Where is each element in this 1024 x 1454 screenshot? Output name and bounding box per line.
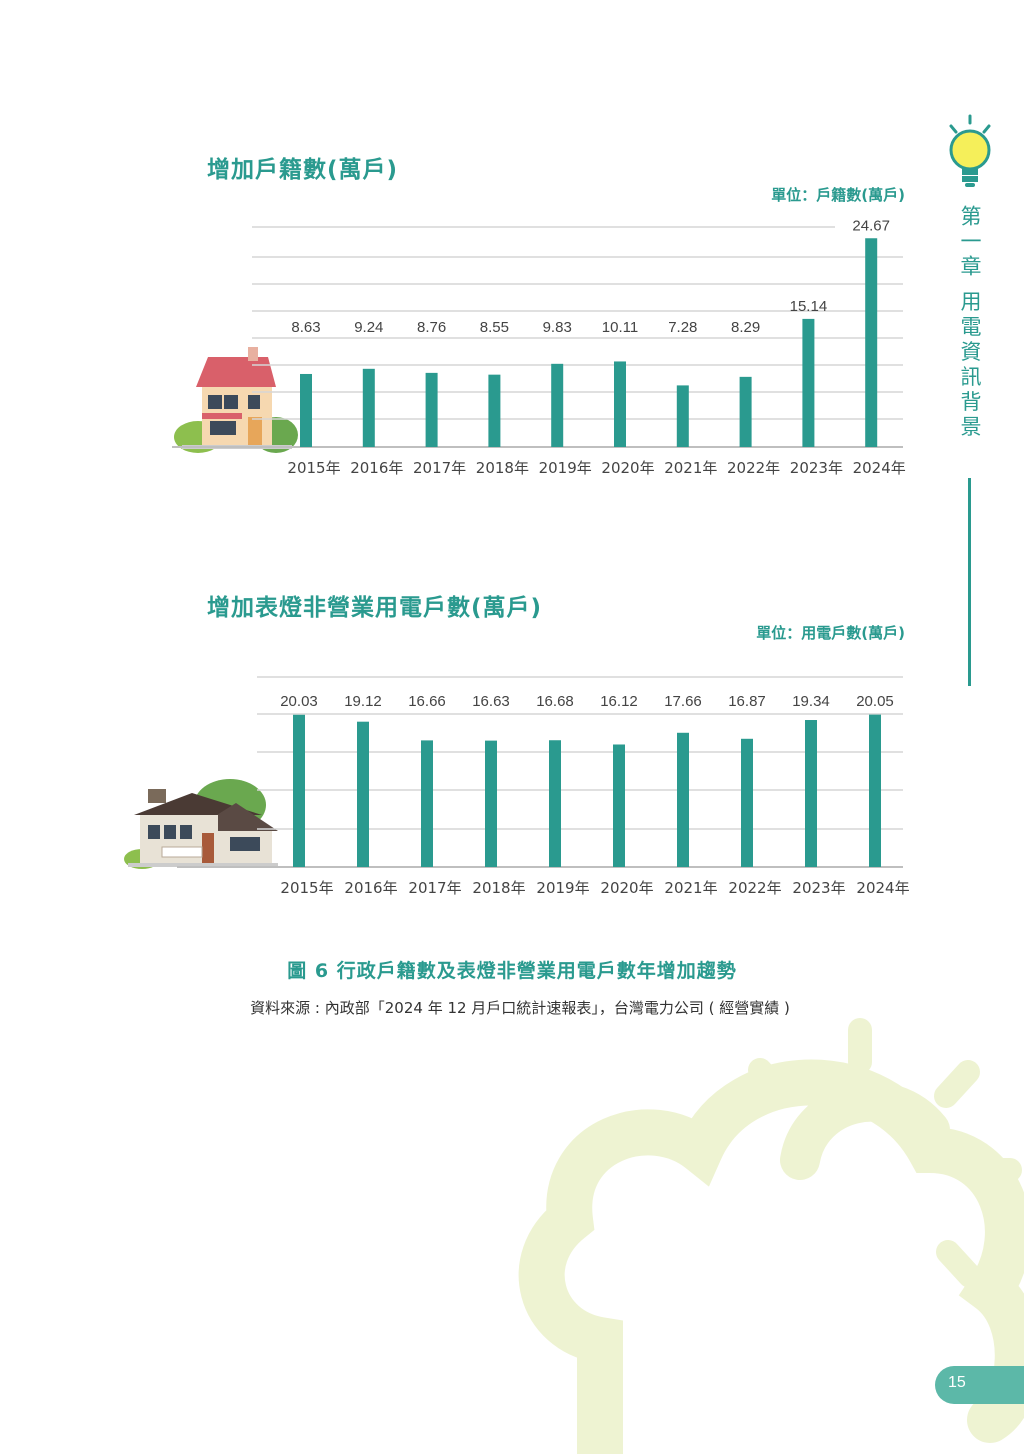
data-label: 19.34 xyxy=(792,693,830,710)
chart-1-unit: 單位：戶籍數(萬戶) xyxy=(771,186,905,204)
data-label: 20.05 xyxy=(856,693,894,710)
x-tick-label: 2016年 xyxy=(344,879,397,897)
bar xyxy=(676,385,689,447)
bar xyxy=(739,376,752,447)
cloud-outline xyxy=(518,1059,1024,1454)
bar xyxy=(677,732,689,867)
page-number-tab xyxy=(935,1366,1024,1404)
chart-1-title: 增加戶籍數(萬戶) xyxy=(207,157,399,183)
x-tick-label: 2024年 xyxy=(853,459,906,477)
bar xyxy=(549,740,561,867)
x-tick-label: 2017年 xyxy=(408,879,461,897)
chapter-label: 第一章 用電資訊背景 xyxy=(958,205,982,441)
bar xyxy=(613,744,625,867)
x-tick-label: 2024年 xyxy=(856,879,909,897)
sun-arc xyxy=(780,1081,950,1180)
x-tick-label: 2018年 xyxy=(476,459,529,477)
data-label: 16.66 xyxy=(408,693,446,710)
bar xyxy=(421,740,433,867)
sun-ray xyxy=(934,1060,980,1108)
bar xyxy=(425,372,438,447)
x-tick-label: 2023年 xyxy=(792,879,845,897)
data-label: 9.24 xyxy=(354,319,383,336)
x-tick-label: 2017年 xyxy=(413,459,466,477)
house-2-illustration xyxy=(124,779,278,869)
chart-2-unit: 單位：用電戶數(萬戶) xyxy=(756,624,905,642)
sun-ray xyxy=(936,1240,982,1288)
data-label: 15.14 xyxy=(790,298,828,315)
data-label: 9.83 xyxy=(543,319,572,336)
bar xyxy=(802,318,815,447)
bar xyxy=(741,738,753,867)
x-tick-label: 2022年 xyxy=(727,459,780,477)
x-tick-label: 2015年 xyxy=(287,459,340,477)
data-label: 16.87 xyxy=(728,693,766,710)
data-label: 7.28 xyxy=(668,319,697,336)
bar xyxy=(551,363,564,447)
bar xyxy=(362,368,375,447)
x-tick-label: 2018年 xyxy=(472,879,525,897)
figure-caption: 圖 6 行政戶籍數及表燈非營業用電戶數年增加趨勢 xyxy=(287,960,737,982)
bar xyxy=(488,374,501,447)
data-label: 10.11 xyxy=(602,319,638,336)
data-label: 8.76 xyxy=(417,319,446,336)
data-label: 16.12 xyxy=(600,693,638,710)
data-label: 8.29 xyxy=(731,319,760,336)
bar xyxy=(357,721,369,867)
x-tick-label: 2023年 xyxy=(790,459,843,477)
x-tick-label: 2021年 xyxy=(664,459,717,477)
data-label: 16.68 xyxy=(536,693,574,710)
bar xyxy=(869,714,881,867)
x-tick-label: 2022年 xyxy=(728,879,781,897)
x-tick-label: 2020年 xyxy=(600,879,653,897)
bar xyxy=(805,720,817,867)
bar xyxy=(614,361,626,447)
lightbulb-icon xyxy=(949,114,991,187)
data-label: 17.66 xyxy=(664,693,702,710)
data-label: 19.12 xyxy=(344,693,382,710)
x-tick-label: 2016年 xyxy=(350,459,403,477)
sun-ray xyxy=(748,1058,794,1106)
x-tick-label: 2019年 xyxy=(536,879,589,897)
data-label: 20.03 xyxy=(280,693,318,710)
data-label: 16.63 xyxy=(472,693,510,710)
figure-source: 資料來源 : 內政部「2024 年 12 月戶口統計速報表」，台灣電力公司 ( … xyxy=(250,999,790,1017)
bar xyxy=(485,740,497,867)
x-tick-label: 2021年 xyxy=(664,879,717,897)
data-label: 8.55 xyxy=(480,319,509,336)
chart-2-title: 增加表燈非營業用電戶數(萬戶) xyxy=(207,595,543,621)
chapter-divider xyxy=(968,478,971,686)
bar xyxy=(300,373,312,447)
bar xyxy=(865,238,878,447)
x-tick-label: 2020年 xyxy=(601,459,654,477)
data-label: 8.63 xyxy=(291,319,320,336)
page-number: 15 xyxy=(948,1374,966,1391)
data-label: 24.67 xyxy=(852,217,890,234)
bar xyxy=(293,714,305,867)
x-tick-label: 2015年 xyxy=(280,879,333,897)
x-tick-label: 2019年 xyxy=(539,459,592,477)
